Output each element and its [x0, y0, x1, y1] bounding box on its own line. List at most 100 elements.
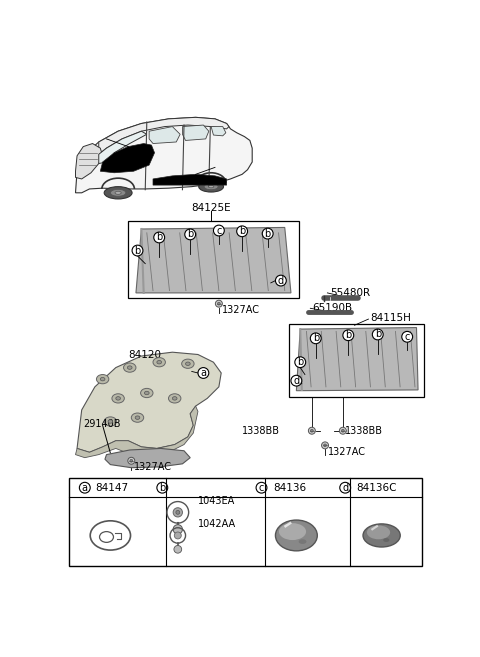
- Ellipse shape: [153, 357, 166, 367]
- Circle shape: [340, 482, 350, 493]
- Text: b: b: [156, 233, 162, 242]
- Ellipse shape: [186, 362, 190, 365]
- Text: c: c: [405, 332, 410, 342]
- Circle shape: [343, 330, 354, 340]
- Polygon shape: [77, 352, 221, 452]
- Text: 1327AC: 1327AC: [134, 462, 172, 472]
- Circle shape: [276, 275, 286, 286]
- Text: b: b: [134, 246, 141, 256]
- Circle shape: [237, 226, 248, 237]
- Circle shape: [262, 228, 273, 239]
- Ellipse shape: [181, 359, 194, 369]
- Circle shape: [128, 457, 135, 464]
- Circle shape: [216, 300, 222, 307]
- Circle shape: [341, 429, 344, 432]
- Ellipse shape: [127, 366, 132, 369]
- Ellipse shape: [108, 420, 113, 423]
- Text: 1338BB: 1338BB: [345, 426, 383, 436]
- Text: b: b: [297, 357, 303, 367]
- Ellipse shape: [367, 526, 390, 539]
- Ellipse shape: [135, 416, 140, 419]
- Ellipse shape: [116, 397, 120, 400]
- Ellipse shape: [204, 183, 218, 190]
- Ellipse shape: [115, 191, 121, 194]
- Polygon shape: [75, 406, 198, 458]
- Circle shape: [308, 427, 315, 434]
- Ellipse shape: [141, 388, 153, 397]
- Ellipse shape: [199, 181, 224, 192]
- Polygon shape: [153, 174, 227, 185]
- Text: c: c: [216, 225, 222, 235]
- Circle shape: [295, 357, 306, 367]
- Ellipse shape: [279, 523, 306, 540]
- Circle shape: [402, 331, 413, 342]
- Ellipse shape: [100, 377, 105, 381]
- Text: 84136: 84136: [273, 483, 306, 493]
- Text: 84136C: 84136C: [356, 483, 396, 493]
- Circle shape: [324, 444, 326, 447]
- Circle shape: [157, 482, 168, 493]
- Ellipse shape: [208, 185, 214, 188]
- Ellipse shape: [172, 397, 177, 400]
- Ellipse shape: [112, 394, 124, 403]
- Bar: [69, 478, 422, 566]
- Ellipse shape: [123, 363, 136, 373]
- Ellipse shape: [168, 394, 181, 403]
- Circle shape: [176, 510, 180, 514]
- Polygon shape: [99, 118, 229, 154]
- Circle shape: [198, 367, 209, 378]
- Ellipse shape: [110, 189, 126, 196]
- Text: a: a: [200, 368, 206, 378]
- Circle shape: [322, 442, 328, 449]
- Ellipse shape: [132, 413, 144, 422]
- Text: 65190B: 65190B: [312, 304, 352, 313]
- Ellipse shape: [104, 187, 132, 199]
- Text: a: a: [82, 483, 88, 493]
- Text: b: b: [345, 330, 351, 340]
- Circle shape: [372, 329, 383, 340]
- Ellipse shape: [299, 539, 306, 544]
- Polygon shape: [100, 143, 155, 173]
- Circle shape: [130, 459, 132, 462]
- Text: d: d: [278, 275, 284, 286]
- Text: 84147: 84147: [96, 483, 129, 493]
- Circle shape: [311, 333, 321, 344]
- Polygon shape: [105, 449, 190, 468]
- Ellipse shape: [157, 361, 162, 364]
- Bar: [128, 221, 299, 298]
- Polygon shape: [99, 131, 147, 164]
- Ellipse shape: [276, 520, 317, 551]
- Polygon shape: [75, 118, 252, 193]
- Circle shape: [339, 427, 347, 434]
- Circle shape: [214, 225, 224, 236]
- Bar: [288, 324, 424, 397]
- Text: b: b: [264, 229, 271, 238]
- Polygon shape: [75, 143, 103, 179]
- Text: 29140B: 29140B: [83, 419, 121, 429]
- Text: 1327AC: 1327AC: [222, 305, 260, 315]
- Circle shape: [256, 482, 267, 493]
- Text: d: d: [342, 483, 348, 493]
- Text: b: b: [187, 229, 193, 239]
- Ellipse shape: [363, 524, 400, 547]
- Circle shape: [79, 482, 90, 493]
- Circle shape: [173, 525, 182, 534]
- Polygon shape: [136, 227, 291, 293]
- Polygon shape: [149, 127, 180, 143]
- Text: b: b: [374, 329, 381, 340]
- Text: 55480R: 55480R: [330, 288, 370, 298]
- Text: 1338BB: 1338BB: [242, 426, 280, 436]
- Text: 84125E: 84125E: [192, 203, 231, 214]
- Ellipse shape: [104, 417, 117, 426]
- Text: b: b: [312, 333, 319, 344]
- Text: 1043EA: 1043EA: [198, 496, 235, 506]
- Circle shape: [291, 375, 302, 386]
- Circle shape: [174, 532, 181, 539]
- Polygon shape: [211, 127, 226, 136]
- Text: b: b: [239, 226, 245, 237]
- Polygon shape: [182, 125, 209, 141]
- Ellipse shape: [96, 374, 109, 384]
- Text: 84120: 84120: [128, 350, 161, 359]
- Circle shape: [185, 229, 196, 240]
- Ellipse shape: [144, 392, 149, 395]
